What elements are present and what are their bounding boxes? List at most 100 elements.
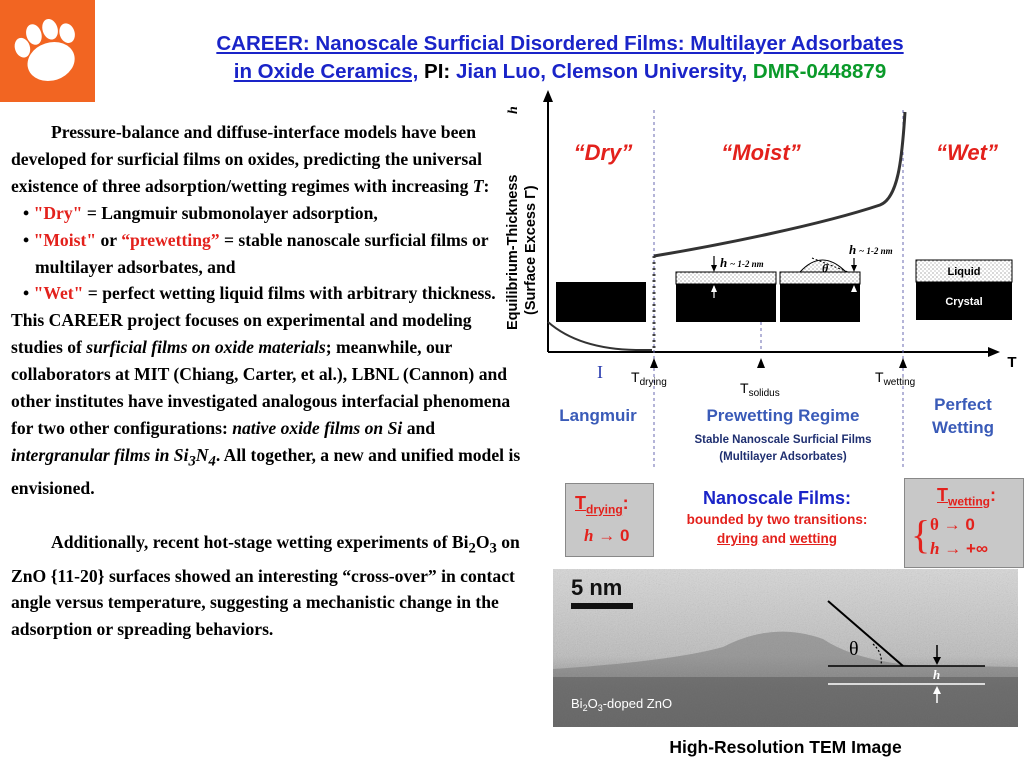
intro-text: Pressure-balance and diffuse-interface m…: [11, 122, 482, 196]
career-text-e: and: [402, 417, 436, 438]
career-text-f: intergranular films in Si: [11, 444, 189, 465]
tem-scale-bar: [571, 603, 633, 609]
y-axis-label-line-2: (Surface Excess Γ): [523, 185, 539, 315]
clemson-paw-logo: [0, 0, 95, 102]
tem-sample-3: 3: [598, 703, 603, 713]
legend-crystal-swatch: [916, 282, 1012, 320]
t-drying-label: Tdrying: [631, 369, 667, 388]
contact-angle-line: [811, 257, 849, 273]
nanoscale-films-subtitle: bounded by two transitions:: [686, 512, 868, 527]
intro-var-t: T: [472, 175, 484, 196]
tem-angle-arc: [872, 643, 882, 666]
hotstage-paragraph: Additionally, recent hot-stage wetting e…: [11, 529, 521, 643]
t-drying-limit: h → 0: [584, 526, 629, 546]
tem-down-arrow-icon: [933, 657, 941, 665]
wetting-theta: θ: [930, 515, 939, 534]
t-wetting-box-t: T: [937, 485, 948, 505]
hotstage-text-e: on ZnO {11-20} surfaces showed an intere…: [11, 532, 520, 640]
drying-word: drying: [716, 531, 759, 546]
langmuir-label: Langmuir: [559, 406, 637, 425]
bullet-moist-text: = stable nanoscale surficial films or mu…: [35, 229, 489, 277]
t-solidus-t: T: [740, 380, 749, 396]
prewetting-curve: [653, 111, 907, 258]
t-drying-sub: drying: [640, 377, 667, 388]
regime-moist-label: “Moist”: [721, 140, 800, 165]
bullet-wet: • "Wet" = perfect wetting liquid films w…: [23, 283, 496, 304]
award-number: DMR-0448879: [752, 60, 887, 83]
wetting-h: h: [930, 539, 940, 558]
bullet-dry: • "Dry" = Langmuir submonolayer adsorpti…: [23, 202, 378, 223]
nanoscale-films-title: Nanoscale Films:: [702, 488, 852, 508]
h-note-2: ~ 1-2 nm: [859, 246, 893, 256]
tem-sample-label: Bi2O3-doped ZnO: [571, 696, 672, 713]
bullet-prewetting-key: “prewetting”: [121, 229, 220, 250]
body-text: Pressure-balance and diffuse-interface m…: [11, 119, 521, 643]
t-solidus-label: Tsolidus: [740, 380, 780, 399]
career-paragraph: This CAREER project focuses on experimen…: [11, 307, 521, 502]
h-up-arrow-icon: [711, 285, 717, 292]
career-text-a: This CAREER project focuses on experimen…: [11, 310, 472, 358]
regime-wet-label: “Wet”: [936, 140, 998, 165]
legend-crystal-label: Crystal: [945, 296, 982, 308]
perfect-label: Perfect: [934, 395, 992, 414]
moist2-droplet: [798, 259, 848, 273]
tem-up-arrow-icon: [933, 686, 941, 694]
hotstage-sub-3: 3: [489, 540, 497, 557]
t-drying-heading: Tdrying:: [575, 493, 629, 517]
x-axis-arrow-icon: [988, 347, 1000, 357]
stable-films-label: Stable Nanoscale Surficial Films: [694, 434, 871, 446]
hotstage-sub-2: 2: [468, 540, 476, 557]
t-drying-box-colon: :: [622, 493, 629, 513]
bullet-wet-text: = perfect wetting liquid films with arbi…: [83, 283, 496, 304]
wetting-h-limit: h → +∞: [930, 539, 988, 559]
t-drying-box-sub: drying: [586, 502, 623, 517]
nanoscale-films-note: Nanoscale Films: bounded by two transiti…: [656, 486, 898, 548]
wetting-theta-limit: θ → 0: [930, 515, 975, 535]
h-note-1: ~ 1-2 nm: [730, 259, 764, 269]
career-text-n: N: [195, 444, 209, 465]
wetting-theta-value: 0: [965, 515, 975, 534]
legend-liquid-label: Liquid: [948, 266, 981, 278]
dry-regime-curve: [547, 321, 652, 351]
bullet-dry-text: = Langmuir submonolayer adsorption,: [82, 202, 378, 223]
y-axis-arrow-icon: [543, 90, 553, 102]
x-axis-label: T: [1007, 354, 1016, 371]
h2-down-arrow-icon: [851, 265, 857, 272]
h-label-1: h: [720, 255, 727, 270]
tem-theta: θ: [849, 638, 859, 660]
y-axis-label-line-1: Equilibrium-Thickness: [505, 175, 521, 331]
h2-up-arrow-icon: [851, 285, 857, 292]
y-axis-var-h: h: [506, 106, 521, 114]
career-text-d: native oxide films on Si: [232, 417, 403, 438]
career-sub-3: 3: [188, 453, 196, 470]
bullet-moist-or: or: [96, 229, 122, 250]
tem-caption: High-Resolution TEM Image: [669, 737, 902, 757]
moist-film-layer: [675, 271, 777, 285]
t-wetting-box: Twetting: { θ → 0 h → +∞: [904, 478, 1024, 568]
theta-label: θ: [822, 261, 829, 275]
regime-dry-label: “Dry”: [574, 140, 633, 165]
hotstage-text-a: Additionally, recent hot-stage wetting e…: [51, 532, 469, 553]
h-label-2: h: [849, 242, 856, 257]
moist2-film-layer: [779, 271, 861, 285]
t-drying-box-h: h: [584, 526, 594, 545]
regime-diagram: T Equilibrium-Thickness h (Surface Exces…: [505, 90, 1017, 470]
and-word: and: [758, 531, 790, 546]
t-wetting-arrow-icon: [899, 358, 907, 368]
paragraph-gap: [11, 502, 521, 529]
pi-name: Jian Luo, Clemson University,: [455, 60, 748, 83]
hotstage-text-o: O: [475, 532, 490, 553]
tem-image: 5 nm θ h Bi2O3-doped ZnO: [553, 569, 1018, 727]
right-arrow-icon: →: [598, 526, 616, 545]
t-wetting-label: Twetting: [875, 369, 915, 388]
slide-title: CAREER: Nanoscale Surficial Disordered F…: [104, 30, 1016, 86]
moist-crystal-block: [676, 284, 776, 322]
pi-label: PI:: [424, 60, 451, 83]
dry-crystal-block: [556, 282, 646, 322]
t-drying-arrow-icon: [650, 358, 658, 368]
career-sub-4: 4: [208, 453, 216, 470]
prewetting-regime-label: Prewetting Regime: [706, 406, 859, 425]
intro-paragraph: Pressure-balance and diffuse-interface m…: [11, 119, 521, 200]
t-drying-box-value: 0: [619, 526, 630, 545]
wetting-label: Wetting: [932, 418, 994, 437]
